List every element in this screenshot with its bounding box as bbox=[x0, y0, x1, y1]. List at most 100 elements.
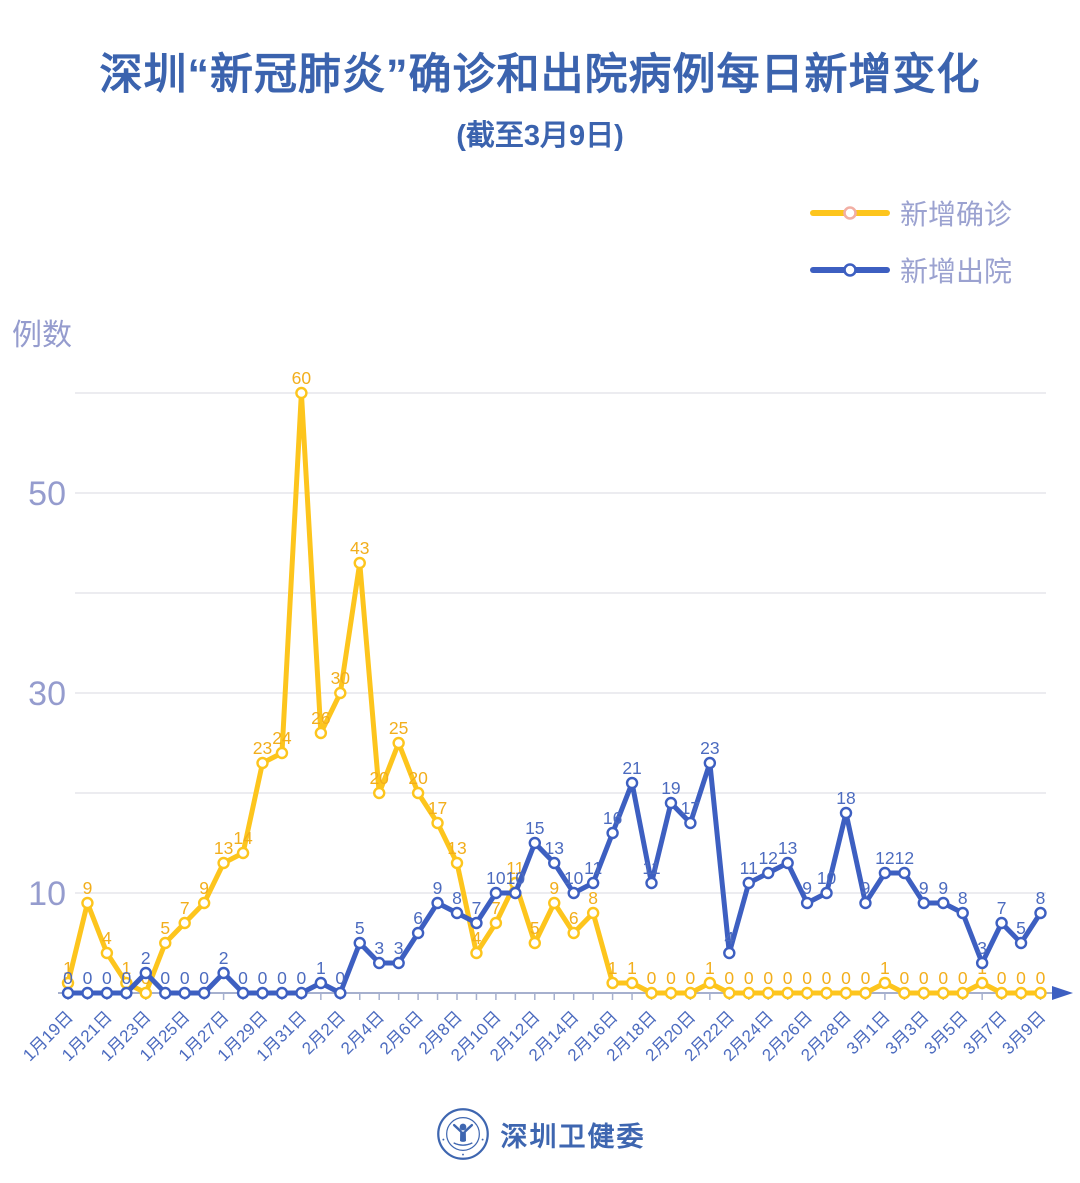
data-label-discharged: 2 bbox=[219, 948, 229, 968]
data-label-confirmed: 30 bbox=[331, 668, 351, 688]
data-point-confirmed bbox=[684, 986, 697, 1000]
data-point-discharged bbox=[159, 986, 172, 1000]
data-point-discharged bbox=[334, 986, 347, 1000]
data-point-discharged bbox=[567, 886, 580, 900]
data-label-confirmed: 6 bbox=[569, 908, 579, 928]
data-point-discharged bbox=[625, 776, 639, 790]
data-label-discharged: 10 bbox=[817, 868, 837, 888]
data-point-discharged bbox=[898, 866, 911, 880]
data-label-discharged: 2 bbox=[141, 948, 151, 968]
data-label-discharged: 9 bbox=[802, 878, 812, 898]
data-label-discharged: 16 bbox=[603, 808, 622, 828]
data-point-discharged bbox=[528, 836, 541, 850]
data-point-discharged bbox=[61, 986, 75, 1000]
data-point-confirmed bbox=[995, 986, 1008, 1000]
data-label-discharged: 0 bbox=[199, 968, 209, 988]
data-point-discharged bbox=[723, 946, 736, 960]
legend-item-confirmed[interactable]: 新增确诊 bbox=[809, 193, 1012, 233]
data-label-confirmed: 9 bbox=[199, 878, 209, 898]
data-point-confirmed bbox=[100, 946, 114, 960]
data-point-confirmed bbox=[295, 386, 308, 400]
x-axis-label: 3月3日 bbox=[882, 1007, 933, 1058]
data-label-confirmed: 0 bbox=[666, 968, 676, 988]
data-label-discharged: 5 bbox=[355, 918, 365, 938]
data-label-discharged: 6 bbox=[413, 908, 423, 928]
data-label-discharged: 9 bbox=[433, 878, 443, 898]
data-label-confirmed: 7 bbox=[491, 898, 501, 918]
data-point-confirmed bbox=[762, 986, 775, 1000]
data-label-discharged: 12 bbox=[875, 848, 894, 868]
data-point-discharged bbox=[295, 986, 308, 1000]
data-label-confirmed: 0 bbox=[1016, 968, 1026, 988]
data-point-discharged bbox=[509, 886, 522, 900]
data-label-discharged: 9 bbox=[938, 878, 948, 898]
data-label-discharged: 10 bbox=[506, 868, 526, 888]
data-point-confirmed bbox=[956, 986, 969, 1000]
data-label-confirmed: 9 bbox=[83, 878, 93, 898]
page-title: 深圳“新冠肺炎”确诊和出院病例每日新增变化 bbox=[99, 51, 981, 99]
data-point-discharged bbox=[586, 876, 600, 890]
data-label-confirmed: 0 bbox=[938, 968, 948, 988]
legend-item-discharged[interactable]: 新增出院 bbox=[809, 250, 1012, 290]
data-label-confirmed: 0 bbox=[861, 968, 871, 988]
data-label-confirmed: 1 bbox=[63, 958, 73, 978]
data-point-discharged bbox=[703, 756, 717, 770]
data-point-confirmed bbox=[528, 936, 541, 950]
data-label-confirmed: 0 bbox=[783, 968, 793, 988]
data-point-confirmed bbox=[392, 736, 405, 750]
data-label-confirmed: 0 bbox=[958, 968, 968, 988]
data-label-confirmed: 9 bbox=[549, 878, 559, 898]
y-tick-label: 30 bbox=[28, 675, 66, 713]
data-label-confirmed: 4 bbox=[102, 928, 112, 948]
data-point-confirmed bbox=[723, 986, 736, 1000]
data-label-confirmed: 0 bbox=[686, 968, 696, 988]
data-point-discharged bbox=[762, 866, 775, 880]
data-point-confirmed bbox=[197, 896, 211, 910]
data-label-confirmed: 14 bbox=[233, 828, 253, 848]
data-point-confirmed bbox=[236, 846, 250, 860]
x-axis-label: 3月5日 bbox=[921, 1007, 972, 1058]
data-point-confirmed bbox=[975, 976, 989, 990]
data-point-confirmed bbox=[548, 896, 561, 910]
data-label-discharged: 0 bbox=[297, 968, 307, 988]
data-label-confirmed: 1 bbox=[608, 958, 618, 978]
data-label-confirmed: 0 bbox=[1036, 968, 1046, 988]
data-point-discharged bbox=[917, 896, 930, 910]
data-point-discharged bbox=[120, 986, 133, 1000]
data-point-confirmed bbox=[937, 986, 950, 1000]
data-point-confirmed bbox=[275, 746, 289, 760]
data-point-confirmed bbox=[81, 896, 94, 910]
data-label-discharged: 3 bbox=[394, 938, 404, 958]
footer-org-name: 深圳卫健委 bbox=[500, 1121, 646, 1152]
data-label-confirmed: 1 bbox=[121, 958, 131, 978]
data-label-discharged: 0 bbox=[121, 968, 131, 988]
data-point-confirmed bbox=[353, 556, 366, 570]
data-label-discharged: 0 bbox=[335, 968, 345, 988]
data-point-confirmed bbox=[878, 976, 892, 990]
data-point-confirmed bbox=[586, 906, 600, 920]
data-label-confirmed: 5 bbox=[530, 918, 540, 938]
data-label-discharged: 13 bbox=[545, 838, 564, 858]
data-point-discharged bbox=[820, 886, 833, 900]
data-label-discharged: 9 bbox=[861, 878, 871, 898]
data-label-discharged: 3 bbox=[374, 938, 384, 958]
data-point-discharged bbox=[781, 856, 794, 870]
data-label-confirmed: 7 bbox=[180, 898, 190, 918]
data-point-discharged bbox=[489, 886, 503, 900]
daily-cases-line-chart: 1030501月19日1月21日1月23日1月25日1月27日1月29日1月31… bbox=[19, 368, 1073, 1065]
data-label-confirmed: 0 bbox=[744, 968, 754, 988]
data-label-confirmed: 1 bbox=[627, 958, 637, 978]
data-label-discharged: 11 bbox=[740, 858, 758, 878]
data-label-confirmed: 0 bbox=[822, 968, 832, 988]
data-point-confirmed bbox=[839, 986, 853, 1000]
data-label-discharged: 0 bbox=[83, 968, 93, 988]
data-point-confirmed bbox=[411, 786, 425, 800]
data-point-discharged bbox=[1034, 906, 1047, 920]
data-label-discharged: 13 bbox=[778, 838, 797, 858]
data-point-discharged bbox=[100, 986, 114, 1000]
data-point-discharged bbox=[197, 986, 211, 1000]
data-label-discharged: 11 bbox=[642, 858, 660, 878]
data-label-discharged: 8 bbox=[958, 888, 968, 908]
data-point-confirmed bbox=[450, 856, 464, 870]
